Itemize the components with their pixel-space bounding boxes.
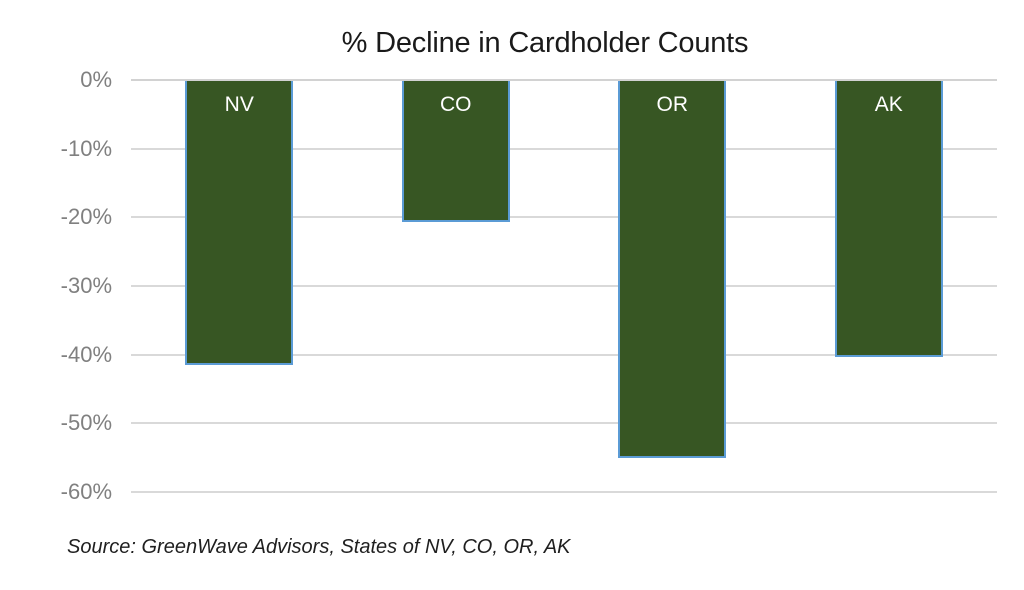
bar-or: OR: [618, 80, 727, 458]
bar-label: NV: [224, 93, 254, 116]
gridline: [131, 353, 997, 356]
gridline: [131, 491, 997, 493]
y-tick-label: -60%: [60, 479, 112, 504]
gridline: [131, 285, 997, 287]
y-tick-label: -20%: [60, 204, 112, 230]
y-tick-label: -10%: [60, 135, 112, 161]
bar-ak: AK: [834, 80, 943, 358]
gridline: [131, 422, 997, 425]
source-note: Source: GreenWave Advisors, States of NV…: [67, 536, 571, 558]
y-tick-label: -30%: [60, 273, 112, 298]
bar-label: CO: [440, 93, 472, 116]
bar-nv: NV: [185, 80, 294, 365]
gridline: [131, 147, 997, 150]
y-tick-label: -50%: [60, 410, 112, 436]
bar-label: OR: [656, 93, 689, 116]
gridline: [131, 216, 997, 219]
zero-gridline: [131, 79, 997, 81]
bar-co: CO: [401, 80, 510, 223]
bar-label: AK: [874, 93, 903, 116]
chart-title: % Decline in Cardholder Counts: [341, 27, 749, 59]
y-tick-label: -40%: [60, 341, 112, 367]
y-tick-label: 0%: [80, 67, 112, 92]
